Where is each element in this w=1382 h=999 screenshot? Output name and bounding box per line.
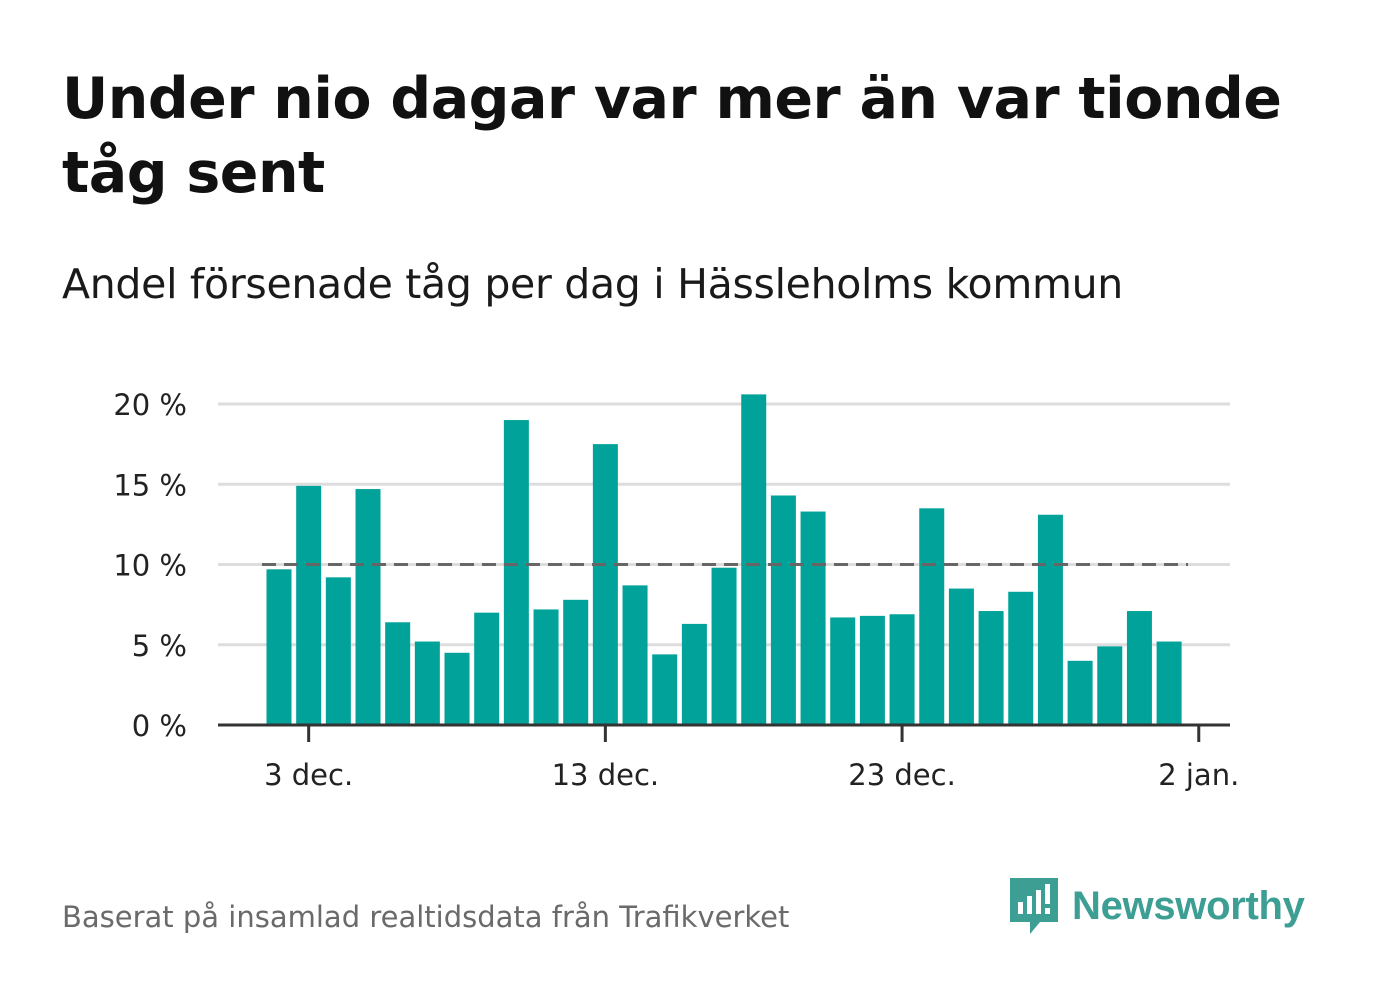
bar <box>266 569 292 725</box>
y-tick-label: 20 % <box>113 388 187 422</box>
bar <box>1156 641 1182 725</box>
bar <box>681 623 707 725</box>
bar <box>592 444 618 725</box>
bar <box>1097 646 1123 725</box>
bar <box>1067 660 1093 725</box>
bar <box>385 622 411 725</box>
y-axis-labels: 0 % 5 % 10 % 15 % 20 % <box>113 388 187 743</box>
x-tick-label: 23 dec. <box>848 758 956 792</box>
bar <box>830 617 856 725</box>
bar <box>800 511 826 725</box>
bar <box>741 394 767 725</box>
bar <box>652 654 678 725</box>
brand-name: Newsworthy <box>1072 883 1305 928</box>
bar <box>355 489 381 725</box>
newsworthy-logo: Newsworthy <box>1008 876 1305 936</box>
bar <box>533 609 559 725</box>
bar <box>711 567 737 725</box>
bar <box>978 611 1004 725</box>
y-tick-label: 5 % <box>132 629 187 663</box>
x-tick-label: 13 dec. <box>552 758 660 792</box>
bar <box>296 485 322 725</box>
source-note: Baserat på insamlad realtidsdata från Tr… <box>62 900 790 934</box>
x-axis-labels: 3 dec. 13 dec. 23 dec. 2 jan. <box>264 758 1239 792</box>
bar <box>563 599 589 725</box>
bar <box>474 612 500 725</box>
bar <box>859 615 885 725</box>
y-tick-label: 0 % <box>132 709 187 743</box>
x-tick-label: 3 dec. <box>264 758 353 792</box>
chart-title: Under nio dagar var mer än var tionde tå… <box>62 66 1282 207</box>
bar <box>919 508 945 725</box>
bar <box>444 652 470 725</box>
x-axis <box>218 723 1230 742</box>
x-tick-label: 2 jan. <box>1158 758 1239 792</box>
bars <box>266 394 1182 725</box>
bar <box>1037 514 1063 725</box>
newsworthy-logo-icon <box>1010 878 1058 934</box>
bar <box>622 585 648 725</box>
bar <box>948 588 974 725</box>
bar <box>770 495 796 725</box>
bar <box>1008 591 1034 725</box>
bar <box>503 420 529 725</box>
bar <box>325 577 351 725</box>
bar <box>889 614 915 725</box>
bar <box>1126 611 1152 725</box>
chart-subtitle: Andel försenade tåg per dag i Hässleholm… <box>62 260 1123 308</box>
bar <box>414 641 440 725</box>
y-tick-label: 10 % <box>113 549 187 583</box>
y-tick-label: 15 % <box>113 468 187 502</box>
